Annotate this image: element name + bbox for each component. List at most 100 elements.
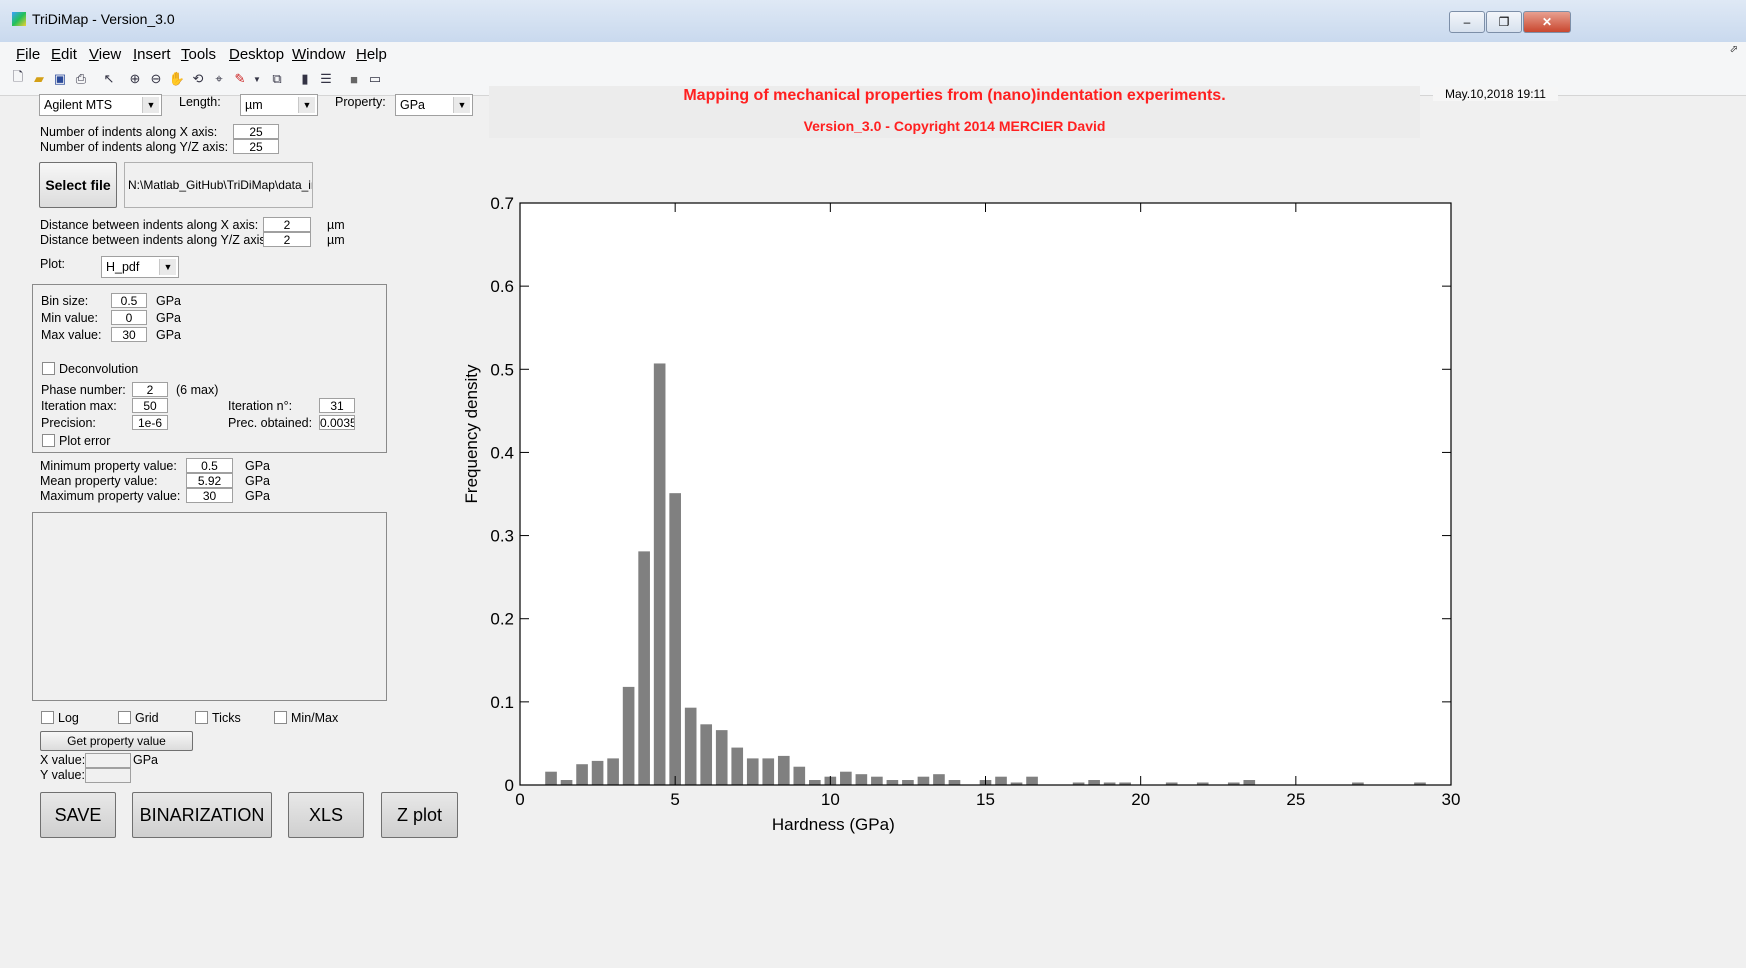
property-unit-select[interactable]: GPa ▼ bbox=[395, 94, 473, 116]
page-title: Mapping of mechanical properties from (n… bbox=[683, 87, 1226, 104]
histogram-bar bbox=[902, 780, 914, 785]
precision-obtained-label: Prec. obtained: bbox=[228, 416, 313, 430]
length-unit-value: µm bbox=[245, 98, 263, 112]
save-button[interactable]: SAVE bbox=[40, 792, 116, 838]
x-tick-label: 15 bbox=[976, 790, 995, 809]
histogram-bar bbox=[545, 771, 557, 785]
brush-icon[interactable]: ✎ bbox=[234, 71, 246, 86]
histogram-bar bbox=[607, 758, 619, 785]
y-tick-label: 0 bbox=[505, 776, 514, 795]
histogram-bar bbox=[948, 780, 961, 785]
pointer-icon[interactable]: ↖ bbox=[103, 71, 115, 86]
title-bar: TriDiMap - Version_3.0 – ❐ ✕ bbox=[0, 0, 1746, 43]
colorbar-icon[interactable]: ▮ bbox=[301, 71, 309, 86]
machine-select[interactable]: Agilent MTS ▼ bbox=[39, 94, 162, 116]
menu-desktop[interactable]: Desktop bbox=[229, 46, 285, 63]
data-cursor-icon[interactable]: ⌖ bbox=[215, 71, 223, 86]
maximum-property-field: 30 bbox=[186, 488, 233, 503]
z-plot-button[interactable]: Z plot bbox=[381, 792, 458, 838]
zoom-out-icon[interactable]: ⊖ bbox=[150, 71, 162, 86]
app-icon bbox=[12, 12, 26, 26]
legend-icon[interactable]: ☰ bbox=[320, 71, 332, 86]
minimum-property-unit: GPa bbox=[245, 459, 271, 473]
histogram-bar bbox=[638, 551, 650, 785]
binarization-button[interactable]: BINARIZATION bbox=[132, 792, 272, 838]
histogram-bar bbox=[840, 771, 852, 785]
pan-icon[interactable]: ✋ bbox=[168, 71, 186, 86]
zoom-in-icon[interactable]: ⊕ bbox=[129, 71, 141, 86]
close-button[interactable]: ✕ bbox=[1523, 11, 1571, 33]
menu-bar: File Edit View Insert Tools Desktop Wind… bbox=[0, 42, 1746, 65]
histogram-bar bbox=[731, 747, 744, 785]
menu-insert[interactable]: Insert bbox=[133, 46, 171, 63]
menu-tools[interactable]: Tools bbox=[181, 46, 217, 63]
bin-size-field[interactable]: 0.5 bbox=[111, 293, 147, 308]
minimum-property-label: Minimum property value: bbox=[40, 459, 177, 473]
dropdown-arrow-icon[interactable]: ▼ bbox=[253, 74, 261, 84]
menu-file[interactable]: File bbox=[16, 46, 41, 63]
grid-checkbox[interactable] bbox=[118, 711, 131, 724]
max-value-field[interactable]: 30 bbox=[111, 327, 147, 342]
hide-plot-tools-icon[interactable]: ■ bbox=[350, 71, 358, 87]
precision-obtained-field: 0.0035 bbox=[319, 415, 355, 430]
menu-help[interactable]: Help bbox=[356, 46, 387, 63]
x-tick-label: 25 bbox=[1286, 790, 1305, 809]
x-value-unit: GPa bbox=[133, 753, 159, 767]
menu-window[interactable]: Window bbox=[292, 46, 346, 63]
iteration-n-field: 31 bbox=[319, 398, 355, 413]
min-value-field[interactable]: 0 bbox=[111, 310, 147, 325]
open-folder-icon[interactable]: ▰ bbox=[34, 71, 44, 86]
histogram-settings-panel: Bin size: 0.5 GPa Min value: 0 GPa Max v… bbox=[32, 284, 387, 453]
iteration-max-field[interactable]: 50 bbox=[132, 398, 168, 413]
y-tick-label: 0.2 bbox=[490, 610, 514, 629]
histogram-bar bbox=[700, 724, 713, 785]
phase-number-field[interactable]: 2 bbox=[132, 382, 168, 397]
minmax-checkbox[interactable] bbox=[274, 711, 287, 724]
histogram-bar bbox=[886, 780, 899, 785]
ticks-checkbox[interactable] bbox=[195, 711, 208, 724]
show-plot-tools-icon[interactable]: ▭ bbox=[368, 71, 382, 86]
y-tick-label: 0.5 bbox=[490, 360, 514, 379]
distance-x-unit: µm bbox=[327, 218, 345, 232]
undock-icon[interactable]: ⬀ bbox=[1729, 44, 1738, 55]
distance-x-field[interactable]: 2 bbox=[263, 217, 311, 232]
histogram-bar bbox=[1414, 782, 1426, 785]
plot-error-label: Plot error bbox=[59, 434, 111, 448]
plot-type-select[interactable]: H_pdf ▼ bbox=[101, 256, 179, 278]
iteration-n-label: Iteration n°: bbox=[228, 399, 293, 413]
print-icon[interactable]: ⎙ bbox=[75, 71, 87, 86]
indents-y-field[interactable]: 25 bbox=[233, 139, 279, 154]
menu-edit[interactable]: Edit bbox=[51, 46, 77, 63]
y-value-label: Y value: bbox=[40, 768, 85, 782]
save-icon[interactable]: ▣ bbox=[53, 71, 67, 86]
deconvolution-checkbox[interactable] bbox=[42, 362, 55, 375]
histogram-bar bbox=[1243, 780, 1256, 785]
log-checkbox[interactable] bbox=[41, 711, 54, 724]
select-file-button[interactable]: Select file bbox=[39, 162, 117, 208]
minimize-button[interactable]: – bbox=[1449, 11, 1485, 33]
link-plot-icon[interactable]: ⧉ bbox=[272, 71, 282, 86]
x-value-label: X value: bbox=[40, 753, 86, 767]
length-unit-select[interactable]: µm ▼ bbox=[240, 94, 318, 116]
menu-view[interactable]: View bbox=[89, 46, 122, 63]
maximize-button[interactable]: ❐ bbox=[1486, 11, 1522, 33]
date-display: May.10,2018 19:11 bbox=[1433, 87, 1558, 101]
rotate-icon[interactable]: ⟲ bbox=[192, 71, 204, 86]
minmax-label: Min/Max bbox=[291, 711, 339, 725]
deconvolution-label: Deconvolution bbox=[59, 362, 139, 376]
length-label: Length: bbox=[179, 95, 221, 109]
y-tick-label: 0.7 bbox=[490, 194, 514, 213]
histogram-bar bbox=[777, 755, 790, 785]
histogram-bar bbox=[793, 766, 806, 785]
xls-button[interactable]: XLS bbox=[288, 792, 364, 838]
get-property-value-button[interactable]: Get property value bbox=[40, 731, 193, 751]
min-value-label: Min value: bbox=[41, 311, 98, 325]
distance-y-field[interactable]: 2 bbox=[263, 232, 311, 247]
indents-x-field[interactable]: 25 bbox=[233, 124, 279, 139]
maximum-property-label: Maximum property value: bbox=[40, 489, 181, 503]
precision-field[interactable]: 1e-6 bbox=[132, 415, 168, 430]
histogram-bar bbox=[933, 774, 945, 785]
new-file-icon[interactable]: 🗋 bbox=[12, 69, 24, 84]
plot-error-checkbox[interactable] bbox=[42, 434, 55, 447]
machine-select-value: Agilent MTS bbox=[44, 98, 113, 112]
